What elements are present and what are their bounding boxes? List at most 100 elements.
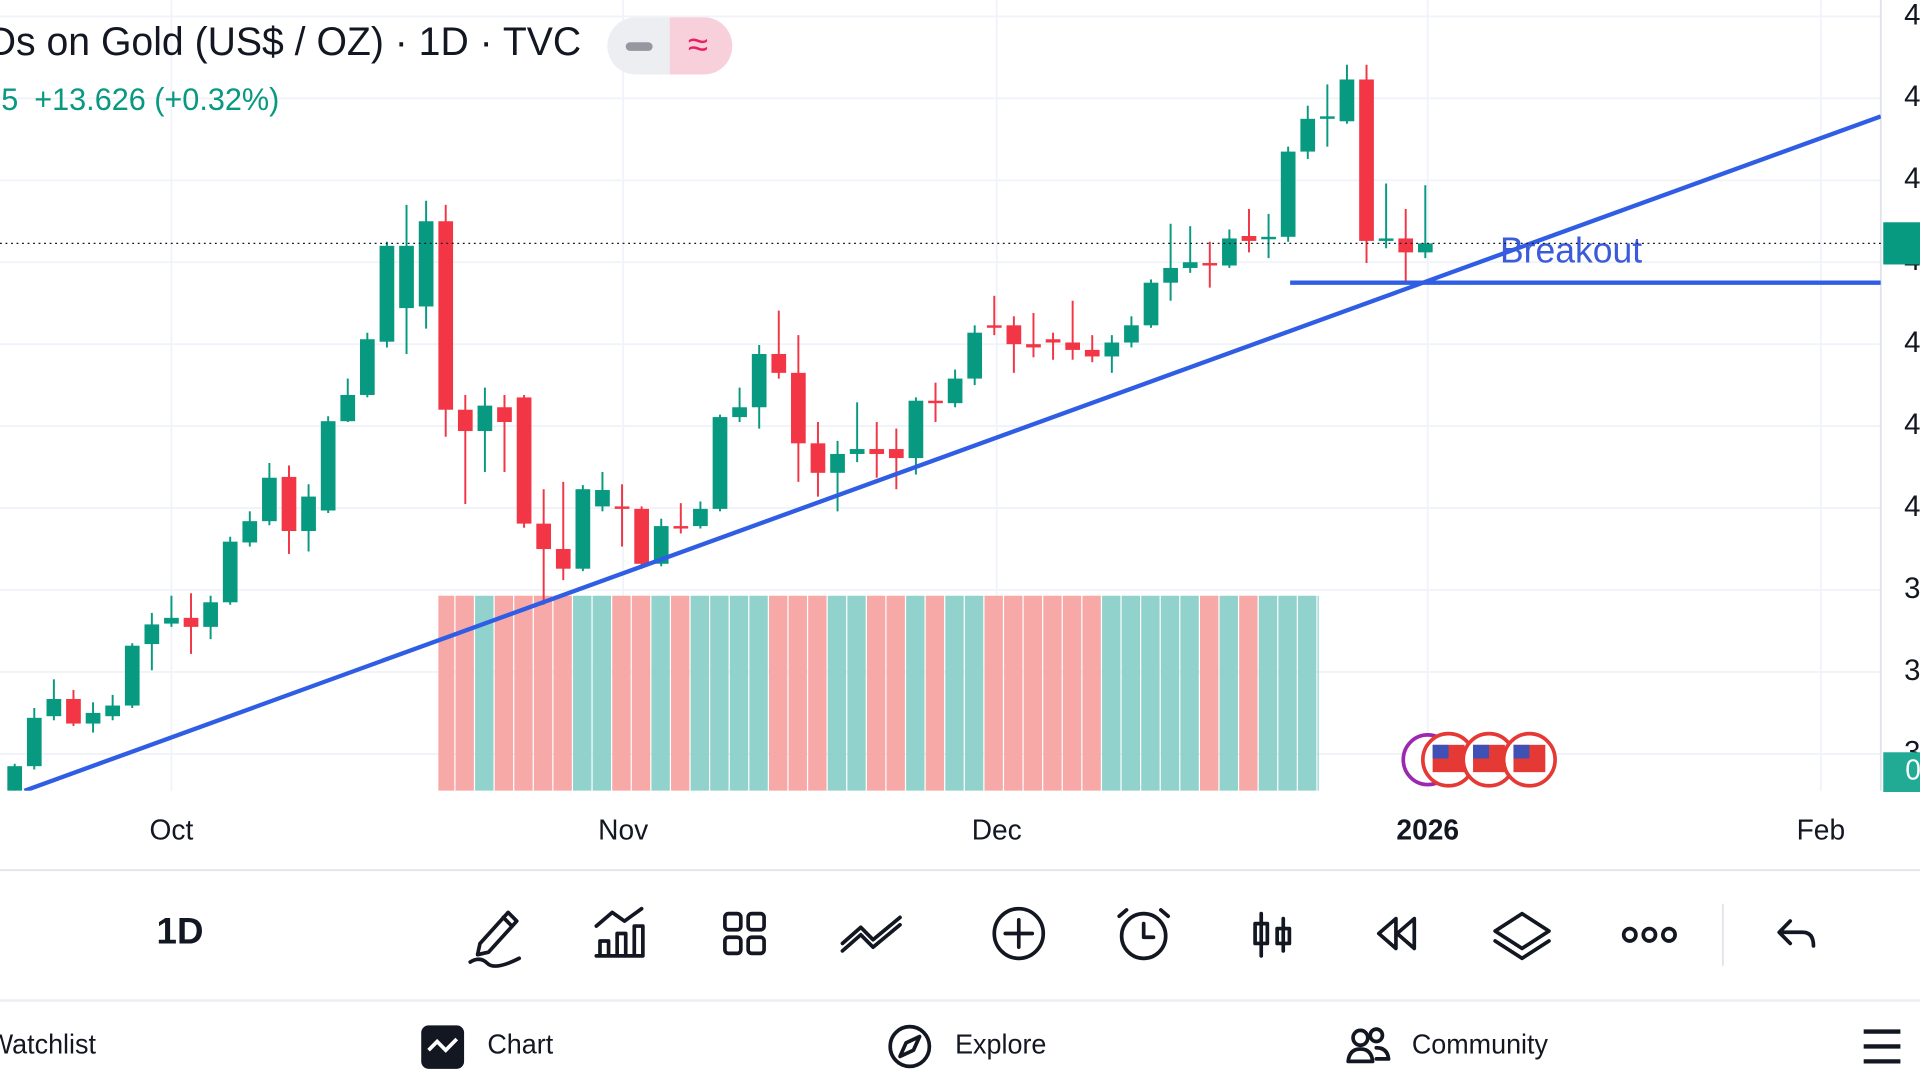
candle-body xyxy=(1084,349,1100,357)
candle-body xyxy=(457,409,473,432)
candle-body xyxy=(164,617,179,624)
session-band xyxy=(573,595,592,791)
candle-body xyxy=(634,508,649,564)
drawings xyxy=(23,114,1881,791)
session-band xyxy=(906,595,925,791)
nav-explore[interactable]: Explore xyxy=(955,1029,1046,1060)
annotation[interactable]: Breakout xyxy=(1500,231,1642,271)
candle-body xyxy=(673,526,689,529)
candle-body xyxy=(1300,118,1316,152)
candle-body xyxy=(947,378,963,404)
candle-body xyxy=(888,449,904,459)
session-band xyxy=(1180,595,1199,791)
session-band xyxy=(612,595,631,791)
y-tick-label: 3,900 xyxy=(1904,572,1920,605)
candle-body xyxy=(555,549,571,569)
session-band xyxy=(729,595,749,791)
candles xyxy=(7,64,1433,791)
candle-body xyxy=(1026,344,1041,348)
candle-body xyxy=(1280,151,1296,237)
session-band xyxy=(1278,595,1297,791)
nav-watchlist[interactable]: Watchlist xyxy=(0,1029,96,1060)
candle-body xyxy=(791,372,806,444)
session-band xyxy=(925,595,945,791)
candle-body xyxy=(222,541,238,603)
candle-body xyxy=(1006,325,1022,345)
session-band xyxy=(866,595,886,791)
x-tick-label: Nov xyxy=(598,814,649,846)
session-band xyxy=(671,595,690,791)
candle-body xyxy=(516,397,532,524)
price-change: +13.626 (+0.32%) xyxy=(34,82,279,117)
candle-body xyxy=(7,766,23,791)
session-band xyxy=(1004,595,1023,791)
toolbar-icons[interactable] xyxy=(468,906,1816,968)
candle-body xyxy=(1320,116,1335,119)
session-band xyxy=(651,595,670,791)
nav-explore-icon[interactable] xyxy=(888,1024,932,1069)
candle-body xyxy=(497,407,512,423)
header-buttons[interactable]: ≈ xyxy=(607,17,733,75)
candle-body xyxy=(1182,262,1198,268)
candle-body xyxy=(46,698,62,717)
symbol-title[interactable]: Ds on Gold (US$ / OZ) · 1D · TVC xyxy=(0,20,581,64)
session-band xyxy=(631,595,651,791)
session-band xyxy=(553,595,572,791)
session-band xyxy=(1102,595,1121,791)
x-tick-label: Oct xyxy=(150,814,194,846)
candle-body xyxy=(575,489,591,569)
nav-chart[interactable]: Chart xyxy=(487,1029,553,1060)
candle-body xyxy=(771,353,787,373)
session-band xyxy=(455,595,474,791)
candle-body xyxy=(477,405,493,432)
session-band xyxy=(475,595,494,791)
x-tick-label: 2026 xyxy=(1396,814,1459,846)
candle-body xyxy=(810,443,826,473)
candle-body xyxy=(340,394,356,422)
candle-body xyxy=(986,325,1002,328)
session-band xyxy=(690,595,709,791)
nav-chart-glyph xyxy=(427,1037,459,1053)
nav-community-icon[interactable] xyxy=(1346,1027,1391,1064)
session-band xyxy=(847,595,866,791)
candle-body xyxy=(438,221,454,410)
session-band xyxy=(886,595,905,791)
interval-button[interactable]: 1D xyxy=(157,910,204,951)
candle-body xyxy=(320,421,336,511)
y-tick-label: 4,200 xyxy=(1904,326,1920,359)
candle-body xyxy=(105,705,120,717)
last-price-tag xyxy=(1883,222,1920,265)
candle-body xyxy=(1124,325,1139,343)
candle-body xyxy=(1104,342,1120,357)
candle-body xyxy=(1045,339,1061,343)
candle-body xyxy=(712,417,728,509)
candle-body xyxy=(203,602,218,627)
session-band xyxy=(1258,595,1278,791)
y-tick-label: 4,000 xyxy=(1904,490,1920,523)
session-band xyxy=(1219,595,1238,791)
candle-body xyxy=(66,698,81,724)
session-band xyxy=(1239,595,1258,791)
session-band xyxy=(1297,595,1317,791)
menu-icon[interactable] xyxy=(1863,1029,1901,1064)
session-band xyxy=(1160,595,1180,791)
event-icons[interactable] xyxy=(1401,731,1557,788)
session-band xyxy=(1043,595,1062,791)
session-bands xyxy=(438,595,1319,791)
y-tick-label: 4,100 xyxy=(1904,408,1920,441)
candle-body xyxy=(928,400,943,404)
candle-body xyxy=(1359,79,1374,241)
candle-body xyxy=(124,645,140,706)
candle-body xyxy=(614,506,630,509)
candle-body xyxy=(1202,263,1218,266)
candle-body xyxy=(732,407,747,418)
candle-body xyxy=(26,717,42,767)
session-band xyxy=(984,595,1003,791)
volume-tag xyxy=(1883,752,1920,792)
nav-community[interactable]: Community xyxy=(1412,1029,1549,1060)
candle-body xyxy=(1398,238,1414,253)
x-tick-label: Feb xyxy=(1797,814,1846,846)
candle-body xyxy=(1163,267,1178,283)
